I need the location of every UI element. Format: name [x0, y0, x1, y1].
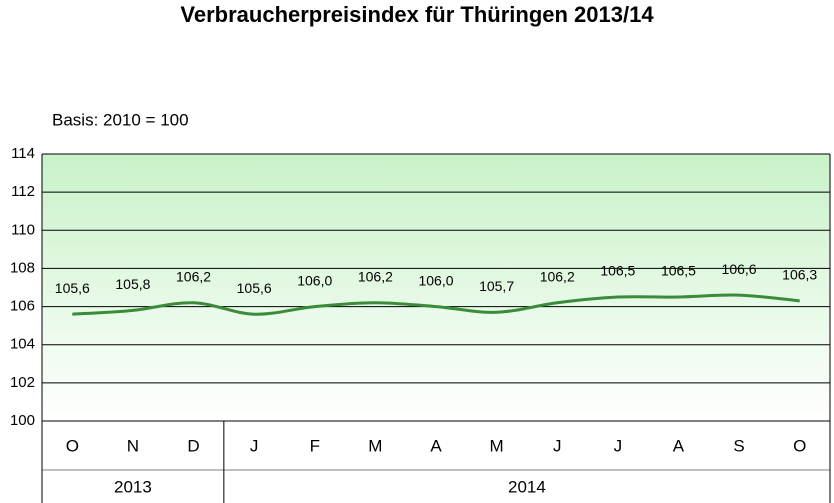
y-tick-label: 106 — [10, 298, 35, 315]
series-line — [72, 293, 800, 316]
y-tick-label: 110 — [11, 221, 35, 238]
value-label: 105,8 — [115, 276, 150, 292]
chart-title: Verbraucherpreisindex für Thüringen 2013… — [180, 2, 654, 27]
value-label: 106,6 — [722, 261, 757, 277]
y-tick-label: 112 — [11, 183, 35, 200]
x-tick-label: J — [250, 436, 259, 455]
group-label: 2014 — [508, 477, 546, 496]
value-label: 106,2 — [358, 268, 393, 284]
y-tick-label: 100 — [10, 412, 35, 429]
x-tick-label: F — [310, 436, 320, 455]
value-label: 105,6 — [237, 280, 272, 296]
x-tick-label: M — [368, 436, 382, 455]
y-tick-label: 104 — [10, 336, 35, 353]
x-tick-label: J — [553, 436, 562, 455]
plot-area — [42, 154, 830, 421]
y-tick-label: 108 — [10, 259, 35, 276]
value-label: 106,5 — [661, 263, 696, 279]
x-tick-label: O — [66, 436, 79, 455]
y-tick-label: 102 — [10, 374, 35, 391]
x-tick-label: A — [673, 436, 685, 455]
y-tick-label: 114 — [11, 145, 35, 162]
x-tick-label: S — [733, 436, 744, 455]
x-tick-label: A — [430, 436, 442, 455]
value-label: 105,7 — [479, 278, 514, 294]
x-tick-label: N — [127, 436, 139, 455]
x-tick-label: D — [187, 436, 199, 455]
value-label: 106,0 — [297, 272, 332, 288]
value-label: 106,5 — [600, 263, 635, 279]
group-label: 2013 — [114, 477, 152, 496]
value-label: 106,2 — [540, 268, 575, 284]
value-label: 106,0 — [418, 272, 453, 288]
x-tick-label: J — [614, 436, 623, 455]
x-tick-label: O — [793, 436, 806, 455]
x-tick-label: M — [490, 436, 504, 455]
value-label: 105,6 — [55, 280, 90, 296]
chart-subtitle: Basis: 2010 = 100 — [52, 110, 189, 129]
value-label: 106,2 — [176, 268, 211, 284]
value-label: 106,3 — [782, 267, 817, 283]
